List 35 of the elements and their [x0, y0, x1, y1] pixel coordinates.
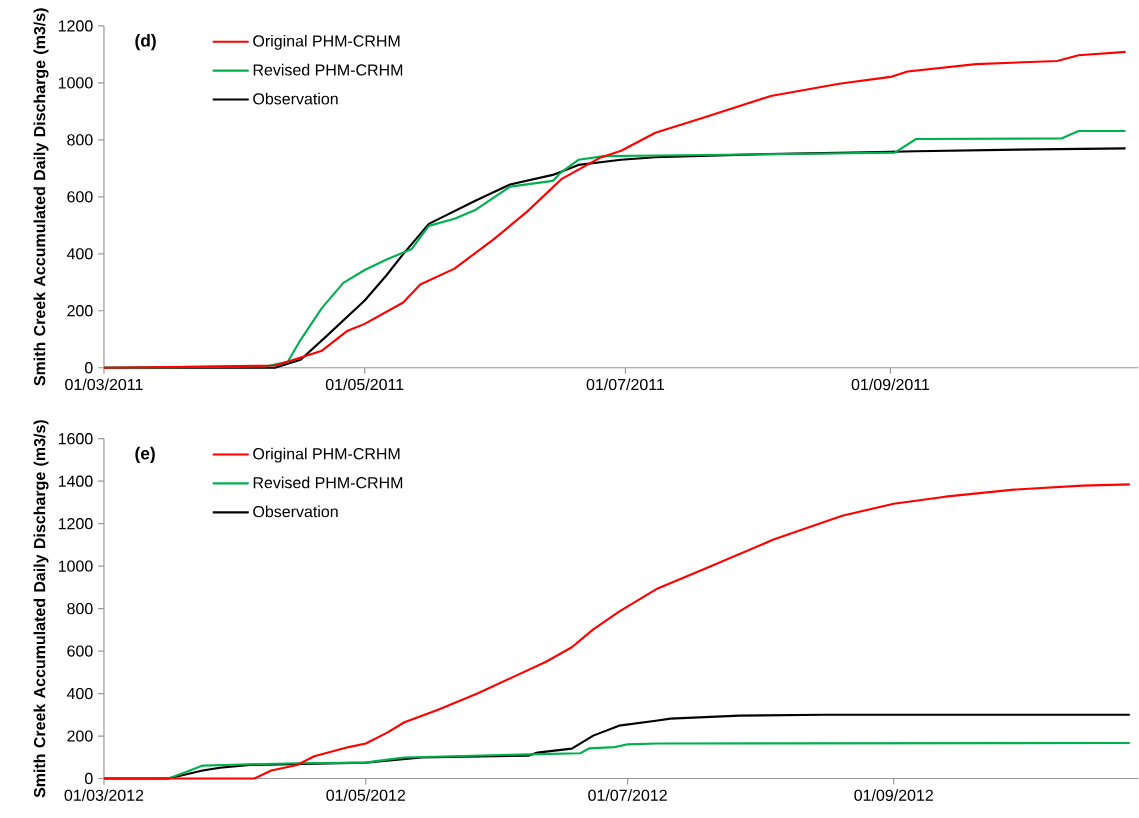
y-tick-label: 600	[67, 191, 93, 203]
y-tick-label: 1200	[58, 20, 93, 32]
x-tick-label: 01/09/2011	[851, 378, 930, 391]
y-tick-label: 800	[67, 603, 93, 615]
annotation: (e)	[135, 447, 155, 464]
y-tick-label: 0	[84, 362, 93, 374]
x-tick-label: 01/07/2012	[588, 789, 667, 802]
legend-label: Original PHM-CRHM	[253, 447, 400, 463]
line-series	[102, 51, 1127, 370]
legend-label: Revised PHM-CRHM	[253, 476, 403, 489]
y-tick-label: 200	[67, 305, 93, 317]
legend-label: Original PHM-CRHM	[253, 35, 400, 51]
x-tick-label: 01/09/2012	[854, 789, 933, 802]
y-tick-label: 0	[84, 773, 93, 785]
legend-label: Observation	[253, 505, 338, 518]
y-tick-label: 400	[66, 248, 93, 260]
x-tick-label: 01/07/2011	[586, 378, 665, 391]
legend-label: Observation	[253, 93, 338, 105]
y-tick-label: 600	[67, 645, 93, 657]
x-tick-label: 01/05/2011	[325, 378, 404, 391]
y-axis-title: Smith Creek Accumulated Daily Discharge (m3/s)	[33, 420, 49, 798]
x-tick-label: 01/03/2011	[65, 378, 143, 391]
y-tick-label: 200	[67, 730, 93, 742]
y-tick-label: 1200	[58, 518, 93, 530]
y-tick-label: 1600	[58, 433, 93, 445]
y-tick-label: 1000	[58, 560, 93, 573]
y-tick-label: 1000	[58, 77, 93, 89]
legend-label: Revised PHM-CRHM	[253, 64, 403, 76]
annotation: (d)	[135, 34, 156, 51]
y-tick-label: 400	[66, 688, 93, 700]
x-tick-label: 01/05/2012	[326, 789, 405, 802]
x-tick-label: 01/03/2012	[64, 789, 144, 802]
y-tick-label: 800	[67, 134, 93, 146]
y-axis-title: Smith Creek Accumulated Daily Discharge (m3/s)	[33, 8, 49, 386]
y-tick-label: 1400	[58, 475, 93, 488]
